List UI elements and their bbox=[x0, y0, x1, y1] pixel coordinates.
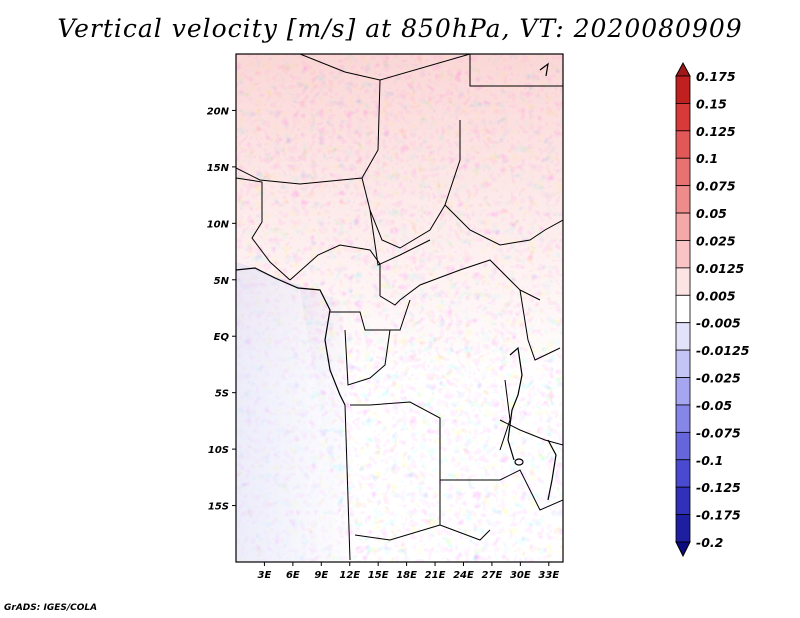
lat-tick-label: 15S bbox=[208, 502, 229, 513]
colorbar-label: -0.125 bbox=[696, 480, 741, 495]
grads-credit: GrADS: IGES/COLA bbox=[4, 603, 98, 613]
colorbar-swatch bbox=[675, 185, 691, 214]
lon-tick-label: 12E bbox=[339, 570, 360, 581]
colorbar-swatch bbox=[675, 349, 691, 378]
longitude-axis: 3E 6E 9E 12E 15E 18E 21E 24E 27E 30E 33E bbox=[258, 562, 559, 581]
lon-tick-label: 30E bbox=[510, 570, 531, 581]
colorbar-swatch bbox=[675, 294, 691, 324]
lon-tick-label: 21E bbox=[425, 570, 446, 581]
lon-tick-label: 9E bbox=[314, 570, 328, 581]
lon-tick-label: 24E bbox=[453, 570, 474, 581]
colorbar-label: -0.0125 bbox=[696, 343, 750, 358]
colorbar-swatch bbox=[675, 267, 691, 296]
lon-tick-label: 15E bbox=[368, 570, 389, 581]
colorbar-swatch bbox=[675, 157, 691, 187]
colorbar-overflow-arrow bbox=[675, 61, 691, 77]
colorbar-swatch bbox=[675, 486, 691, 515]
colorbar-label: -0.05 bbox=[696, 398, 732, 413]
colorbar-label: -0.025 bbox=[696, 371, 741, 386]
colorbar-swatch bbox=[675, 404, 691, 433]
lat-tick-label: 5N bbox=[214, 276, 230, 287]
colorbar-label: 0.1 bbox=[696, 151, 718, 166]
colorbar-swatch bbox=[675, 130, 691, 159]
colorbar-label: 0.175 bbox=[696, 69, 736, 84]
colorbar-label: -0.1 bbox=[696, 453, 723, 468]
lat-tick-label: 20N bbox=[207, 106, 230, 117]
colorbar-label: 0.0125 bbox=[696, 261, 745, 276]
colorbar-swatch bbox=[675, 322, 691, 351]
colorbar-legend: 0.175 0.15 0.125 0.1 0.075 0.05 0.025 0.0125 0.0… bbox=[675, 61, 750, 558]
colorbar-swatch bbox=[675, 240, 691, 269]
colorbar-swatch bbox=[675, 514, 691, 543]
colorbar-swatch bbox=[675, 431, 691, 461]
colorbar-label: 0.005 bbox=[696, 288, 736, 303]
colorbar-swatch bbox=[675, 212, 691, 241]
colorbar-label: 0.125 bbox=[696, 124, 736, 139]
colorbar-label: 0.15 bbox=[696, 96, 727, 111]
lon-tick-label: 6E bbox=[286, 570, 300, 581]
colorbar-swatch bbox=[675, 75, 691, 104]
lon-tick-label: 3E bbox=[258, 570, 272, 581]
coastlines bbox=[236, 62, 557, 501]
colorbar-label: -0.075 bbox=[696, 425, 741, 440]
lat-tick-label: 10N bbox=[207, 219, 230, 230]
colorbar-label: -0.175 bbox=[696, 508, 741, 523]
colorbar-underflow-arrow bbox=[675, 541, 691, 558]
colorbar-label: 0.025 bbox=[696, 233, 736, 248]
map-panel bbox=[235, 53, 564, 563]
colorbar-label: -0.005 bbox=[696, 316, 741, 331]
colorbar-label: 0.05 bbox=[696, 206, 727, 221]
colorbar-swatch bbox=[675, 459, 691, 488]
lat-tick-label: EQ bbox=[214, 332, 230, 343]
lon-tick-label: 33E bbox=[538, 570, 559, 581]
colorbar-label: 0.075 bbox=[696, 179, 736, 194]
colorbar-swatch bbox=[675, 103, 691, 132]
lon-tick-label: 18E bbox=[396, 570, 417, 581]
lat-tick-label: 5S bbox=[215, 389, 229, 400]
colorbar-label: -0.2 bbox=[696, 535, 723, 550]
lat-tick-label: 10S bbox=[208, 445, 229, 456]
lon-tick-label: 27E bbox=[482, 570, 503, 581]
colorbar-swatch bbox=[675, 377, 691, 406]
country-borders bbox=[236, 54, 563, 561]
latitude-axis: 20N 15N 10N 5N EQ 5S 10S 15S bbox=[207, 106, 236, 513]
lat-tick-label: 15N bbox=[207, 163, 230, 174]
chart-title: Vertical velocity [m/s] at 850hPa, VT: 2… bbox=[57, 14, 743, 43]
